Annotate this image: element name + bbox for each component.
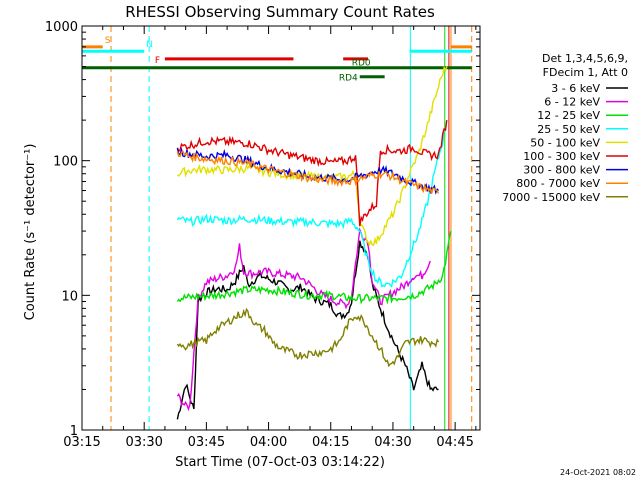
y-tick-label-0: 1 bbox=[70, 424, 78, 439]
x-tick-label-1: 03:30 bbox=[125, 435, 162, 450]
flag-label-rd4: RD4 bbox=[339, 74, 358, 84]
series-line-3 bbox=[176, 120, 448, 288]
series-line-0 bbox=[176, 240, 439, 420]
legend-label-3: 25 - 50 keV bbox=[537, 123, 600, 136]
legend-header-0: Det 1,3,4,5,6,9, bbox=[542, 52, 628, 65]
series-line-7 bbox=[176, 150, 440, 194]
plot-frame bbox=[81, 25, 481, 431]
legend-label-1: 6 - 12 keV bbox=[544, 96, 600, 109]
legend-label-7: 800 - 7000 keV bbox=[516, 177, 600, 190]
flag-label-f: F bbox=[155, 56, 160, 66]
flag-label-n: N bbox=[146, 40, 153, 50]
series-line-2 bbox=[176, 230, 452, 305]
x-tick-label-4: 04:15 bbox=[312, 435, 349, 450]
legend-label-8: 7000 - 15000 keV bbox=[502, 191, 600, 204]
x-tick-label-5: 04:30 bbox=[374, 435, 411, 450]
series-line-6 bbox=[176, 146, 439, 195]
y-tick-label-1: 10 bbox=[61, 289, 78, 304]
series-line-4 bbox=[177, 65, 448, 247]
legend-label-4: 50 - 100 keV bbox=[530, 136, 600, 149]
x-tick-label-0: 03:15 bbox=[63, 435, 100, 450]
legend-label-5: 100 - 300 keV bbox=[523, 150, 600, 163]
legend-header-1: FDecim 1, Att 0 bbox=[543, 66, 628, 79]
y-tick-label-2: 100 bbox=[53, 155, 78, 170]
x-tick-label-6: 04:45 bbox=[436, 435, 473, 450]
axes-layer: 1 10 100 1000 03:15 03:30 03:45 04:00 04:15 04:30… bbox=[45, 20, 481, 450]
legend-label-6: 300 - 800 keV bbox=[523, 164, 600, 177]
series-line-5 bbox=[176, 120, 448, 227]
legend-label-0: 3 - 6 keV bbox=[551, 82, 600, 95]
flag-label-s: S bbox=[105, 36, 111, 46]
y-tick-label-3: 1000 bbox=[45, 20, 78, 35]
legend-label-2: 12 - 25 keV bbox=[537, 109, 600, 122]
x-tick-label-2: 03:45 bbox=[188, 435, 225, 450]
plot-layer: S NF RD0 RD4 bbox=[82, 26, 473, 430]
chart-title: RHESSI Observing Summary Count Rates bbox=[125, 3, 435, 21]
y-axis-label: Count Rate (s⁻¹ detector⁻¹) bbox=[23, 144, 38, 321]
series-line-1 bbox=[176, 227, 431, 412]
x-axis-label: Start Time (07-Oct-03 03:14:22) bbox=[175, 455, 385, 470]
legend: Det 1,3,4,5,6,9,FDecim 1, Att 0 3 - 6 keV… bbox=[502, 52, 628, 204]
x-tick-label-3: 04:00 bbox=[250, 435, 287, 450]
flag-label-rd0: RD0 bbox=[352, 59, 371, 69]
footer-date: 24-Oct-2021 08:02 bbox=[560, 468, 636, 477]
series-line-8 bbox=[176, 307, 440, 368]
